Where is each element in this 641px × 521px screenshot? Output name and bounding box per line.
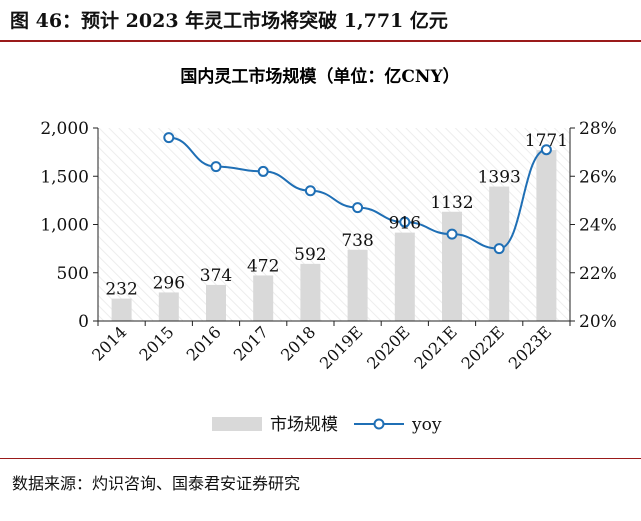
yoy-point-2022E xyxy=(493,243,505,255)
data-label: 1771 xyxy=(525,131,568,151)
yoy-point-2019E xyxy=(352,202,364,214)
y-left-tick-label: 500 xyxy=(57,264,89,284)
x-tick-label: 2022E xyxy=(458,322,508,372)
x-tick-label: 2021E xyxy=(410,322,460,372)
bar-2020E xyxy=(394,232,415,321)
y-right-tick-label: 22% xyxy=(579,264,617,284)
y-left-tick-label: 1,000 xyxy=(40,216,89,236)
y-left-tick-label: 2,000 xyxy=(40,119,89,139)
y-right-tick-label: 24% xyxy=(579,216,617,236)
data-label: 1393 xyxy=(478,168,521,188)
yoy-point-2015 xyxy=(163,132,175,144)
legend-bar-label: 市场规模 xyxy=(270,415,338,435)
x-tick-label: 2016 xyxy=(183,322,225,364)
data-label: 232 xyxy=(105,280,137,300)
chart-title: 国内灵工市场规模（单位：亿CNY） xyxy=(180,66,459,87)
chart: 国内灵工市场规模（单位：亿CNY） 232 296 374 472 592 738 916 1… xyxy=(40,66,617,435)
y-left-tick-label: 1,500 xyxy=(40,167,89,187)
bar-2017 xyxy=(253,275,274,321)
title-rule xyxy=(0,40,641,42)
legend-line-label: yoy xyxy=(411,415,442,435)
data-label: 738 xyxy=(341,231,373,251)
x-tick-label: 2019E xyxy=(316,322,366,372)
x-tick-label: 2020E xyxy=(363,322,413,372)
y-right-tick-label: 26% xyxy=(579,167,617,187)
source-note: 数据来源：灼识咨询、国泰君安证券研究 xyxy=(12,474,301,493)
x-tick-label: 2017 xyxy=(230,322,272,364)
x-tick-label: 2023E xyxy=(505,322,555,372)
data-label: 374 xyxy=(200,266,232,286)
bar-2014 xyxy=(111,298,132,321)
yoy-point-2017 xyxy=(257,165,269,177)
yoy-point-2020E xyxy=(399,216,411,228)
x-tick-label: 2018 xyxy=(277,322,319,364)
yoy-point-2021E xyxy=(446,228,458,240)
y-left-tick-label: 0 xyxy=(78,312,89,332)
data-label: 592 xyxy=(294,245,326,265)
figure-title: 图 46：预计 2023 年灵工市场将突破 1,771 亿元 xyxy=(10,10,448,32)
legend-bar-swatch xyxy=(212,417,262,431)
data-label: 916 xyxy=(389,214,421,234)
data-label: 1132 xyxy=(430,193,473,213)
y-right-tick-label: 20% xyxy=(579,312,617,332)
legend-line-marker xyxy=(373,418,385,430)
y-right-tick-label: 28% xyxy=(579,119,617,139)
bar-2021E xyxy=(442,211,462,321)
yoy-point-2023E xyxy=(540,144,552,156)
yoy-point-2018 xyxy=(304,185,316,197)
yoy-point-2016 xyxy=(210,161,222,173)
bar-2015 xyxy=(158,292,179,321)
data-label: 472 xyxy=(247,256,279,276)
bar-2016 xyxy=(206,284,226,321)
bar-2019E xyxy=(347,249,368,321)
bar-2023E xyxy=(536,150,557,321)
x-tick-label: 2015 xyxy=(135,322,177,364)
source-rule xyxy=(0,458,641,459)
x-tick-label: 2014 xyxy=(88,322,130,364)
data-label: 296 xyxy=(153,273,185,293)
bar-2018 xyxy=(300,263,321,321)
